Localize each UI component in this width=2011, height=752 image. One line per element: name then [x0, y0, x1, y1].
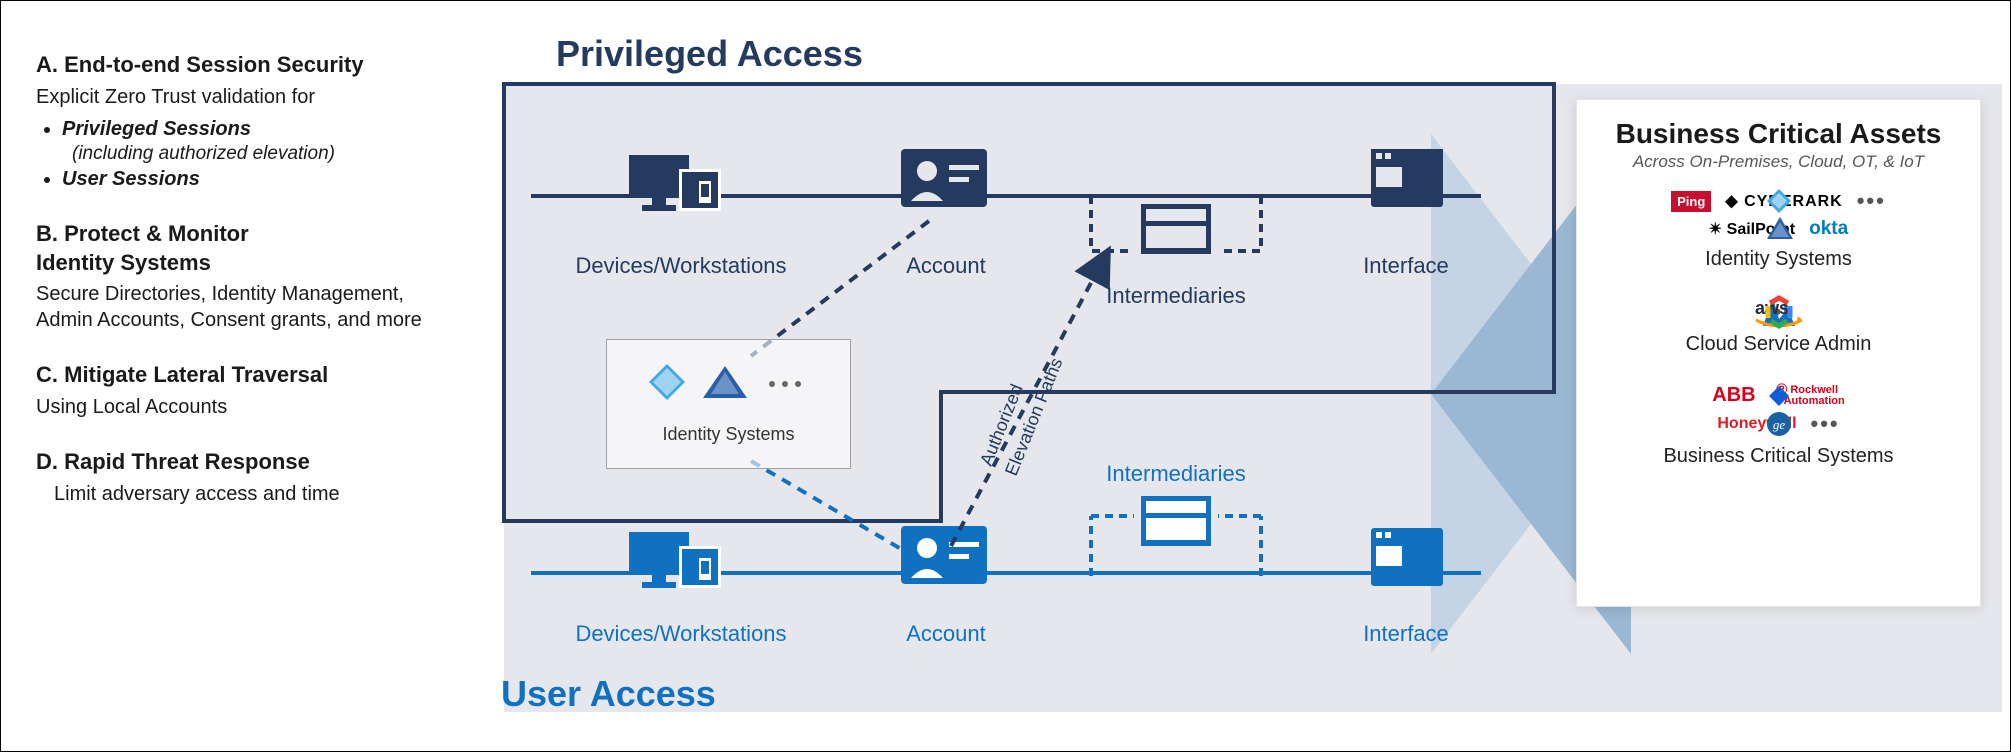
okta-logo: okta: [1809, 218, 1848, 240]
section-b-subtitle: Secure Directories, Identity Management,…: [36, 281, 446, 333]
section-a-bullet-1-sub: (including authorized elevation): [72, 142, 446, 167]
triangle-logo-icon: [1765, 215, 1793, 243]
section-d-title: D. Rapid Threat Response: [36, 448, 446, 477]
section-b-title-1: B. Protect & Monitor: [36, 220, 446, 249]
section-c-subtitle: Using Local Accounts: [36, 394, 446, 420]
identity-systems-icons: [607, 354, 852, 409]
assets-cloud-group: aws ••• Cloud Service Admin: [1595, 299, 1962, 356]
section-a-title: A. End-to-end Session Security: [36, 51, 446, 80]
assets-title: Business Critical Assets: [1595, 118, 1962, 150]
assets-bcs-group: ABB Ⓡ RockwellAutomation Honeywell ge ••…: [1595, 384, 1962, 468]
more-icon: •••: [1811, 411, 1840, 437]
section-d: D. Rapid Threat Response Limit adversary…: [36, 448, 446, 507]
gcp-logo-icon: [1760, 295, 1798, 329]
privileged-interface-label: Interface: [1346, 253, 1466, 279]
user-interface-label: Interface: [1346, 621, 1466, 647]
interface-icon: [1371, 149, 1446, 219]
abb-logo: ABB: [1712, 384, 1755, 407]
svg-text:ge: ge: [1772, 417, 1785, 432]
assets-identity-group: Ping ◆ CYBERARK ••• ✴ SailPoint okta Ide…: [1595, 188, 1962, 271]
assets-bcs-label: Business Critical Systems: [1595, 445, 1962, 468]
business-critical-assets-panel: Business Critical Assets Across On-Premi…: [1576, 99, 1981, 607]
section-a-bullet-1: Privileged Sessions (including authorize…: [62, 116, 446, 167]
section-d-subtitle: Limit adversary access and time: [54, 481, 446, 507]
section-a: A. End-to-end Session Security Explicit …: [36, 51, 446, 192]
section-a-subtitle: Explicit Zero Trust validation for: [36, 84, 446, 110]
ge-logo-icon: ge: [1766, 411, 1792, 437]
user-access-heading: User Access: [501, 673, 716, 715]
privileged-access-heading: Privileged Access: [556, 33, 863, 75]
assets-subtitle: Across On-Premises, Cloud, OT, & IoT: [1595, 152, 1962, 172]
section-b: B. Protect & Monitor Identity Systems Se…: [36, 220, 446, 333]
left-text-panel: A. End-to-end Session Security Explicit …: [36, 51, 446, 535]
identity-systems-box-label: Identity Systems: [607, 424, 850, 445]
assets-identity-label: Identity Systems: [1595, 248, 1962, 271]
interface-icon: [1371, 528, 1446, 598]
diamond-small-icon: [1768, 385, 1790, 407]
diamond-logo-icon: [1765, 187, 1793, 215]
more-icon: •••: [1857, 188, 1886, 214]
section-c-title: C. Mitigate Lateral Traversal: [36, 361, 446, 390]
section-c: C. Mitigate Lateral Traversal Using Loca…: [36, 361, 446, 420]
section-a-bullet-2: User Sessions: [62, 166, 446, 192]
identity-systems-box: Identity Systems: [606, 339, 851, 469]
section-b-title-2: Identity Systems: [36, 249, 446, 278]
ping-logo: Ping: [1671, 191, 1711, 212]
assets-cloud-label: Cloud Service Admin: [1595, 333, 1962, 356]
